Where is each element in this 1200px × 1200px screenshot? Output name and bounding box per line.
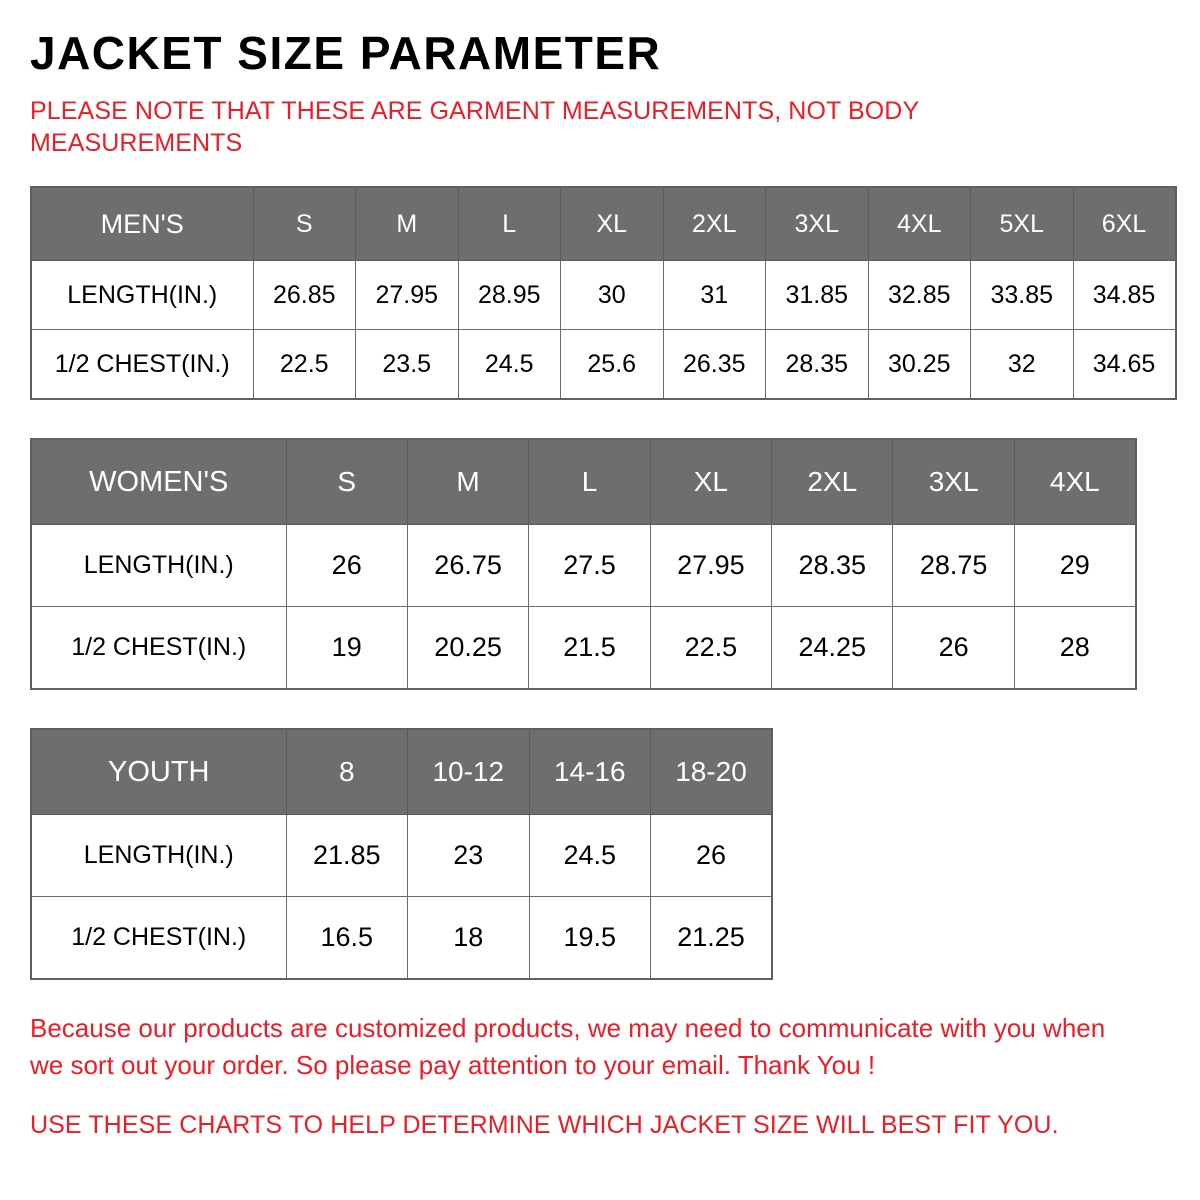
mens-table-title: MEN'S — [30, 186, 254, 261]
use-charts-note: USE THESE CHARTS TO HELP DETERMINE WHICH… — [30, 1110, 1059, 1139]
womens-measurement-cell: 21.5 — [528, 606, 651, 690]
youth-column-header: 18-20 — [650, 728, 773, 815]
table-row: 1/2 CHEST(IN.) 19 20.25 21.5 22.5 24.25 26 28 — [30, 606, 1137, 690]
womens-table-body: WOMEN'S S M L XL 2XL 3XL 4XL LENGTH(IN.) 26 26.75… — [30, 438, 1137, 690]
youth-row-label: LENGTH(IN.) — [30, 814, 287, 897]
youth-measurement-cell: 26 — [650, 814, 773, 897]
youth-table-title: YOUTH — [30, 728, 287, 815]
mens-row-label: 1/2 CHEST(IN.) — [30, 329, 254, 400]
mens-column-header: 2XL — [662, 186, 766, 261]
womens-column-header: XL — [649, 438, 773, 525]
mens-table-body: MEN'S S M L XL 2XL 3XL 4XL 5XL 6XL LENGTH(IN.) 26.… — [30, 186, 1176, 400]
mens-column-header: L — [457, 186, 561, 261]
womens-column-header: 4XL — [1013, 438, 1137, 525]
youth-header-row: YOUTH 8 10-12 14-16 18-20 — [30, 728, 773, 815]
womens-measurement-cell: 19 — [285, 606, 408, 690]
youth-measurement-cell: 19.5 — [528, 896, 651, 980]
womens-row-label: LENGTH(IN.) — [30, 524, 287, 607]
womens-measurement-cell: 27.95 — [649, 524, 773, 607]
womens-column-header: 3XL — [892, 438, 1015, 525]
youth-measurement-cell: 18 — [407, 896, 530, 980]
mens-measurement-cell: 27.95 — [355, 260, 459, 330]
mens-column-header: XL — [560, 186, 664, 261]
womens-measurement-cell: 24.25 — [771, 606, 894, 690]
mens-measurement-cell: 32 — [970, 329, 1074, 400]
womens-measurement-cell: 22.5 — [649, 606, 773, 690]
customization-note: Because our products are customized prod… — [30, 1013, 1106, 1080]
mens-measurement-cell: 24.5 — [457, 329, 561, 400]
mens-column-header: M — [355, 186, 459, 261]
womens-measurement-cell: 26 — [892, 606, 1015, 690]
womens-column-header: L — [528, 438, 651, 525]
mens-measurement-cell: 28.35 — [765, 329, 869, 400]
mens-measurement-cell: 31 — [662, 260, 766, 330]
youth-column-header: 10-12 — [407, 728, 530, 815]
mens-measurement-cell: 25.6 — [560, 329, 664, 400]
mens-column-header: 5XL — [970, 186, 1074, 261]
youth-column-header: 8 — [285, 728, 408, 815]
womens-measurement-cell: 26 — [285, 524, 408, 607]
mens-measurement-cell: 34.85 — [1072, 260, 1176, 330]
youth-measurement-cell: 23 — [407, 814, 530, 897]
page-title: JACKET SIZE PARAMETER — [30, 27, 662, 79]
mens-column-header: S — [252, 186, 356, 261]
mens-measurement-cell: 30.25 — [867, 329, 971, 400]
womens-measurement-cell: 29 — [1013, 524, 1137, 607]
youth-column-header: 14-16 — [528, 728, 651, 815]
footer-notes: Because our products are customized prod… — [30, 980, 1200, 1143]
mens-measurement-cell: 31.85 — [765, 260, 869, 330]
youth-measurement-cell: 21.25 — [650, 896, 773, 980]
mens-column-header: 3XL — [765, 186, 869, 261]
womens-column-header: S — [285, 438, 408, 525]
womens-table-title: WOMEN'S — [30, 438, 287, 525]
womens-measurement-cell: 26.75 — [406, 524, 530, 607]
mens-header-row: MEN'S S M L XL 2XL 3XL 4XL 5XL 6XL — [30, 186, 1176, 261]
womens-measurement-cell: 20.25 — [406, 606, 530, 690]
mens-row-label: LENGTH(IN.) — [30, 260, 254, 330]
youth-table-body: YOUTH 8 10-12 14-16 18-20 LENGTH(IN.) 21.85 23… — [30, 728, 773, 980]
mens-measurement-cell: 30 — [560, 260, 664, 330]
mens-measurement-cell: 33.85 — [970, 260, 1074, 330]
mens-measurement-cell: 26.85 — [252, 260, 356, 330]
womens-header-row: WOMEN'S S M L XL 2XL 3XL 4XL — [30, 438, 1137, 525]
mens-measurement-cell: 23.5 — [355, 329, 459, 400]
mens-size-table: MEN'S S M L XL 2XL 3XL 4XL 5XL 6XL LENGTH(IN.) 26.… — [30, 186, 1177, 400]
mens-measurement-cell: 34.65 — [1072, 329, 1176, 400]
table-row: 1/2 CHEST(IN.) 22.5 23.5 24.5 25.6 26.35 28.35… — [30, 329, 1176, 400]
mens-measurement-cell: 26.35 — [662, 329, 766, 400]
mens-column-header: 6XL — [1072, 186, 1176, 261]
table-row: LENGTH(IN.) 26.85 27.95 28.95 30 31 31.85 32.85… — [30, 260, 1176, 330]
womens-measurement-cell: 28 — [1013, 606, 1137, 690]
mens-column-header: 4XL — [867, 186, 971, 261]
youth-size-table: YOUTH 8 10-12 14-16 18-20 LENGTH(IN.) 21.85 23… — [30, 728, 773, 980]
mens-measurement-cell: 22.5 — [252, 329, 356, 400]
mens-measurement-cell: 28.95 — [457, 260, 561, 330]
womens-column-header: 2XL — [771, 438, 894, 525]
womens-column-header: M — [406, 438, 530, 525]
youth-measurement-cell: 24.5 — [528, 814, 651, 897]
garment-measurement-notice: PLEASE NOTE THAT THESE ARE GARMENT MEASU… — [30, 97, 919, 157]
table-row: LENGTH(IN.) 21.85 23 24.5 26 — [30, 814, 773, 897]
womens-row-label: 1/2 CHEST(IN.) — [30, 606, 287, 690]
table-row: LENGTH(IN.) 26 26.75 27.5 27.95 28.35 28.75 29 — [30, 524, 1137, 607]
womens-size-table: WOMEN'S S M L XL 2XL 3XL 4XL LENGTH(IN.) 26 26.75… — [30, 438, 1137, 690]
womens-measurement-cell: 28.35 — [771, 524, 894, 607]
mens-measurement-cell: 32.85 — [867, 260, 971, 330]
youth-row-label: 1/2 CHEST(IN.) — [30, 896, 287, 980]
table-row: 1/2 CHEST(IN.) 16.5 18 19.5 21.25 — [30, 896, 773, 980]
womens-measurement-cell: 27.5 — [528, 524, 651, 607]
youth-measurement-cell: 21.85 — [285, 814, 408, 897]
womens-measurement-cell: 28.75 — [892, 524, 1015, 607]
youth-measurement-cell: 16.5 — [285, 896, 408, 980]
